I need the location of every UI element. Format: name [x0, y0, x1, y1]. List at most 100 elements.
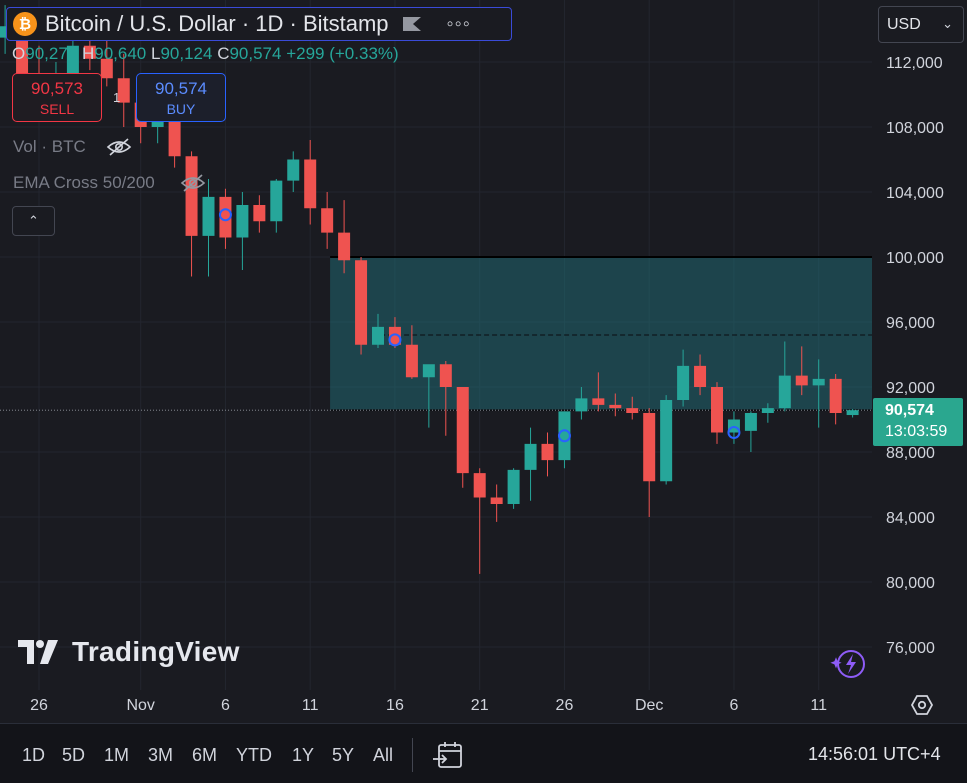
flag-icon[interactable]: [402, 17, 421, 31]
close-value: 90,574: [229, 44, 282, 63]
signal-markers: [218, 208, 741, 443]
range-button-ytd[interactable]: YTD: [236, 745, 272, 765]
candle-body: [422, 364, 435, 378]
time-zone-clock[interactable]: 14:56:01 UTC+4: [808, 744, 941, 764]
change-value: +299 (+0.33%): [286, 44, 399, 63]
price-axis-tick-label: 112,000: [886, 55, 943, 72]
settings-icon[interactable]: [910, 693, 934, 717]
tradingview-watermark[interactable]: TradingView: [18, 636, 240, 668]
price-axis-tick-label: 104,000: [886, 185, 944, 202]
candle-body: [592, 398, 605, 405]
buy-price: 90,574: [155, 79, 207, 98]
currency-select[interactable]: USD ⌄: [878, 6, 964, 43]
sell-label: SELL: [39, 101, 75, 117]
tradingview-logo-icon: [18, 640, 58, 664]
price-axis-tick-label: 84,000: [886, 510, 935, 527]
high-value: 90,640: [94, 44, 147, 63]
time-axis-tick-label: 6: [729, 697, 738, 714]
buy-button[interactable]: 90,574 BUY: [136, 73, 226, 122]
sell-price: 90,573: [31, 79, 83, 98]
toolbar-divider: [412, 738, 413, 772]
candle-body: [626, 408, 639, 413]
candle-body: [711, 387, 723, 433]
lightning-icon[interactable]: [828, 648, 868, 680]
range-button-5d[interactable]: 5D: [62, 745, 86, 765]
candle-body: [778, 375, 791, 409]
candle-body: [524, 443, 537, 470]
candle-body: [439, 364, 452, 387]
candle-body: [660, 400, 673, 482]
candle-body: [829, 378, 842, 413]
candle-body: [185, 156, 198, 236]
candle-body: [812, 378, 825, 386]
time-axis-tick-label: 11: [302, 697, 319, 714]
last-price-tag: 90,574 13:03:59: [873, 398, 963, 446]
range-button-all[interactable]: All: [373, 745, 394, 765]
price-axis-tick-label: 108,000: [886, 120, 944, 137]
candle-body: [575, 398, 588, 412]
range-button-1m[interactable]: 1M: [104, 745, 130, 765]
candle-body: [677, 365, 690, 400]
candle-body: [0, 26, 12, 38]
candle-body: [338, 232, 351, 261]
bitcoin-icon: ₿: [13, 12, 37, 36]
calendar-goto-icon[interactable]: [432, 740, 464, 770]
signal-marker: [388, 333, 402, 347]
bottom-toolbar: [0, 723, 967, 783]
candle-body: [372, 326, 384, 345]
order-quantity[interactable]: 1: [113, 90, 121, 105]
candle-body: [405, 344, 418, 378]
chevron-down-icon: ⌄: [942, 16, 953, 31]
candle-body: [541, 443, 554, 461]
buy-label: BUY: [166, 101, 196, 117]
symbol-title[interactable]: Bitcoin / U.S. Dollar · 1D · Bitstamp: [45, 11, 389, 36]
price-axis-tick-label: 96,000: [886, 315, 935, 332]
candle-body: [507, 469, 520, 504]
signal-marker: [727, 426, 741, 439]
candle-body: [795, 375, 808, 386]
candle-body: [321, 208, 334, 233]
time-axis-tick-label: 11: [810, 697, 827, 714]
price-axis[interactable]: 76,000 80,000 84,000 88,000 92,000 96,000 100,…: [886, 55, 944, 657]
candle-body: [761, 408, 774, 413]
low-key: L: [150, 44, 161, 63]
signal-marker: [218, 208, 232, 222]
open-value: 90,275: [25, 44, 78, 63]
range-button-1d[interactable]: 1D: [22, 745, 46, 765]
more-options-icon[interactable]: ◦◦◦: [446, 12, 471, 35]
range-button-6m[interactable]: 6M: [192, 745, 218, 765]
volume-indicator-label[interactable]: Vol · BTC: [13, 137, 86, 156]
time-axis[interactable]: 26 Nov 6 11 16 21 26 Dec 6 11: [30, 697, 827, 714]
time-axis-tick-label: Dec: [635, 697, 663, 714]
range-button-5y[interactable]: 5Y: [332, 745, 355, 765]
candle-body: [846, 410, 859, 416]
collapse-legend-button[interactable]: ⌃: [12, 206, 55, 236]
eye-hidden-icon[interactable]: [106, 138, 132, 156]
candle-body: [100, 58, 113, 79]
time-axis-tick-label: Nov: [126, 697, 154, 714]
candle-body: [236, 205, 249, 238]
currency-label: USD: [887, 15, 921, 33]
eye-hidden-icon[interactable]: [180, 174, 206, 192]
candle-body: [744, 413, 757, 431]
candle-body: [609, 404, 622, 409]
close-key: C: [217, 44, 230, 63]
candle-body: [456, 387, 469, 474]
price-axis-tick-label: 88,000: [886, 445, 935, 462]
candle-body: [694, 365, 707, 387]
sell-button[interactable]: 90,573 SELL: [12, 73, 102, 122]
symbol-header[interactable]: ₿ Bitcoin / U.S. Dollar · 1D · Bitstamp …: [6, 7, 512, 41]
time-axis-tick-label: 6: [221, 697, 230, 714]
time-axis-tick-label: 16: [386, 697, 404, 714]
signal-marker: [557, 429, 571, 443]
range-button-3m[interactable]: 3M: [148, 745, 174, 765]
range-button-1y[interactable]: 1Y: [292, 745, 315, 765]
candle-body: [558, 411, 571, 461]
candle-body: [270, 180, 283, 222]
price-axis-tick-label: 76,000: [886, 640, 935, 657]
candle-body: [117, 78, 130, 103]
candle-body: [287, 159, 300, 181]
candle-body: [202, 196, 215, 236]
ema-indicator-label[interactable]: EMA Cross 50/200: [13, 173, 155, 192]
